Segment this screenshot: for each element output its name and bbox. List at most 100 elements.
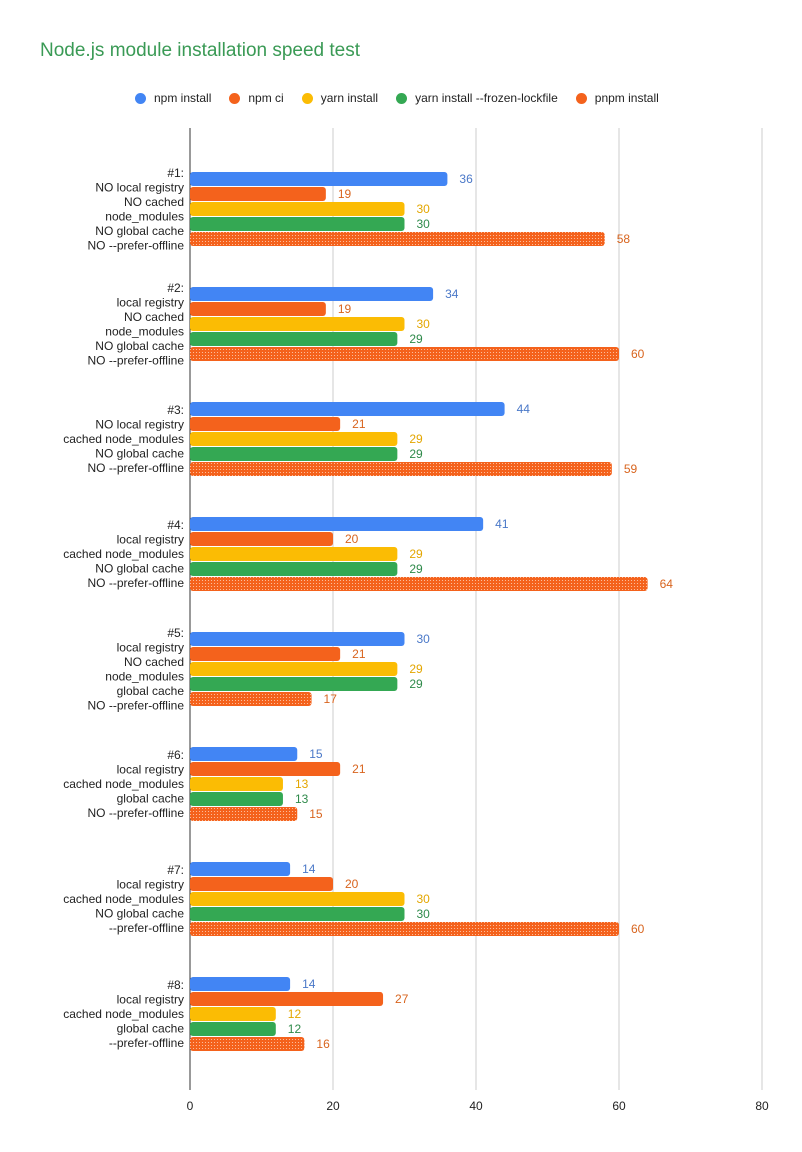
category-label-line: local registry [117, 533, 184, 547]
data-label: 36 [459, 172, 473, 186]
x-tick-label: 20 [326, 1099, 340, 1113]
data-label: 14 [302, 977, 316, 991]
legend-item: yarn install --frozen-lockfile [396, 91, 558, 105]
category-label-line: NO global cache [95, 562, 184, 576]
bar [190, 807, 298, 821]
chart-title: Node.js module installation speed test [40, 40, 361, 61]
bar [190, 777, 283, 791]
legend-item: npm install [135, 91, 211, 105]
data-label: 21 [352, 647, 366, 661]
bar [190, 632, 405, 646]
category-label-line: NO --prefer-offline [88, 806, 185, 820]
category-label-line: local registry [117, 763, 184, 777]
data-label: 12 [288, 1022, 302, 1036]
x-tick-label: 40 [469, 1099, 483, 1113]
legend-swatch [396, 92, 408, 104]
data-label: 21 [352, 762, 366, 776]
bar [190, 287, 434, 301]
bar [190, 862, 291, 876]
category-label-line: #8: [167, 978, 184, 992]
category-label-line: #7: [167, 863, 184, 877]
bar [190, 562, 398, 576]
category-label-line: node_modules [105, 209, 184, 223]
bar [190, 532, 333, 546]
bar [190, 762, 341, 776]
category-label: #2: local registry NO cached node_modules NO… [88, 281, 185, 368]
legend-swatch [575, 92, 587, 104]
bar [190, 172, 448, 186]
bar [190, 1022, 276, 1036]
data-label: 34 [445, 287, 459, 301]
data-label: 13 [295, 777, 309, 791]
bar [190, 547, 398, 561]
data-label: 29 [409, 447, 423, 461]
category-label: #5: local registry NO cached node_modules gl… [88, 626, 185, 713]
bar [190, 347, 619, 361]
legend-swatch [135, 92, 146, 104]
data-label: 60 [631, 347, 645, 361]
category-label-line: local registry [117, 878, 184, 892]
data-label: 29 [409, 432, 423, 446]
category-label: #1: NO local registry NO cached node_module… [88, 166, 185, 253]
data-label: 12 [288, 1007, 302, 1021]
category-label-line: global cache [117, 792, 185, 806]
data-label: 59 [624, 462, 638, 476]
bar [190, 877, 333, 891]
category-label-line: #3: [167, 403, 184, 417]
data-label: 29 [409, 662, 423, 676]
category-label-line: NO local registry [95, 180, 184, 194]
category-label-line: NO --prefer-offline [88, 461, 185, 475]
category-label-line: #5: [167, 626, 184, 640]
bar [190, 992, 384, 1006]
category-label-line: node_modules [105, 324, 184, 338]
category-label-line: cached node_modules [63, 547, 184, 561]
data-label: 29 [409, 332, 423, 346]
data-label: 30 [417, 317, 431, 331]
category-label-line: node_modules [105, 669, 184, 683]
data-label: 30 [417, 217, 431, 231]
legend-label: npm install [154, 91, 212, 105]
data-label: 27 [395, 992, 409, 1006]
category-label-line: NO local registry [95, 418, 184, 432]
category-label-line: cached node_modules [63, 1007, 184, 1021]
bar [190, 907, 405, 921]
data-label: 16 [316, 1037, 330, 1051]
bar [190, 402, 505, 416]
bar [190, 332, 398, 346]
legend-swatch [229, 92, 241, 104]
category-label-line: NO --prefer-offline [88, 353, 185, 367]
data-label: 19 [338, 302, 352, 316]
legend-item: pnpm install [575, 91, 659, 105]
category-label-line: NO --prefer-offline [88, 698, 185, 712]
category-label-line: --prefer-offline [109, 921, 184, 935]
category-label-line: #1: [167, 166, 184, 180]
bar [190, 692, 312, 706]
x-tick-label: 60 [612, 1099, 626, 1113]
category-label: #8: local registry cached node_modules glob… [63, 978, 184, 1050]
category-label-line: NO global cache [95, 907, 184, 921]
category-label: #6: local registry cached node_modules glob… [63, 748, 184, 820]
bar [190, 302, 326, 316]
category-label-line: NO cached [124, 195, 184, 209]
bar [190, 517, 484, 531]
data-label: 29 [409, 562, 423, 576]
data-label: 60 [631, 922, 645, 936]
category-label: #7: local registry cached node_modules NO g… [63, 863, 184, 935]
data-label: 20 [345, 532, 359, 546]
bar [190, 922, 619, 936]
legend-label: yarn install --frozen-lockfile [415, 91, 558, 105]
bar [190, 417, 341, 431]
bar [190, 462, 612, 476]
category-label-line: global cache [117, 684, 185, 698]
data-label: 21 [352, 417, 366, 431]
category-label-line: local registry [117, 295, 184, 309]
data-label: 29 [409, 677, 423, 691]
data-label: 44 [517, 402, 531, 416]
data-label: 30 [417, 892, 431, 906]
bar [190, 217, 405, 231]
data-label: 17 [324, 692, 338, 706]
category-label-line: NO global cache [95, 447, 184, 461]
x-tick-label: 80 [755, 1099, 769, 1113]
bar [190, 202, 405, 216]
